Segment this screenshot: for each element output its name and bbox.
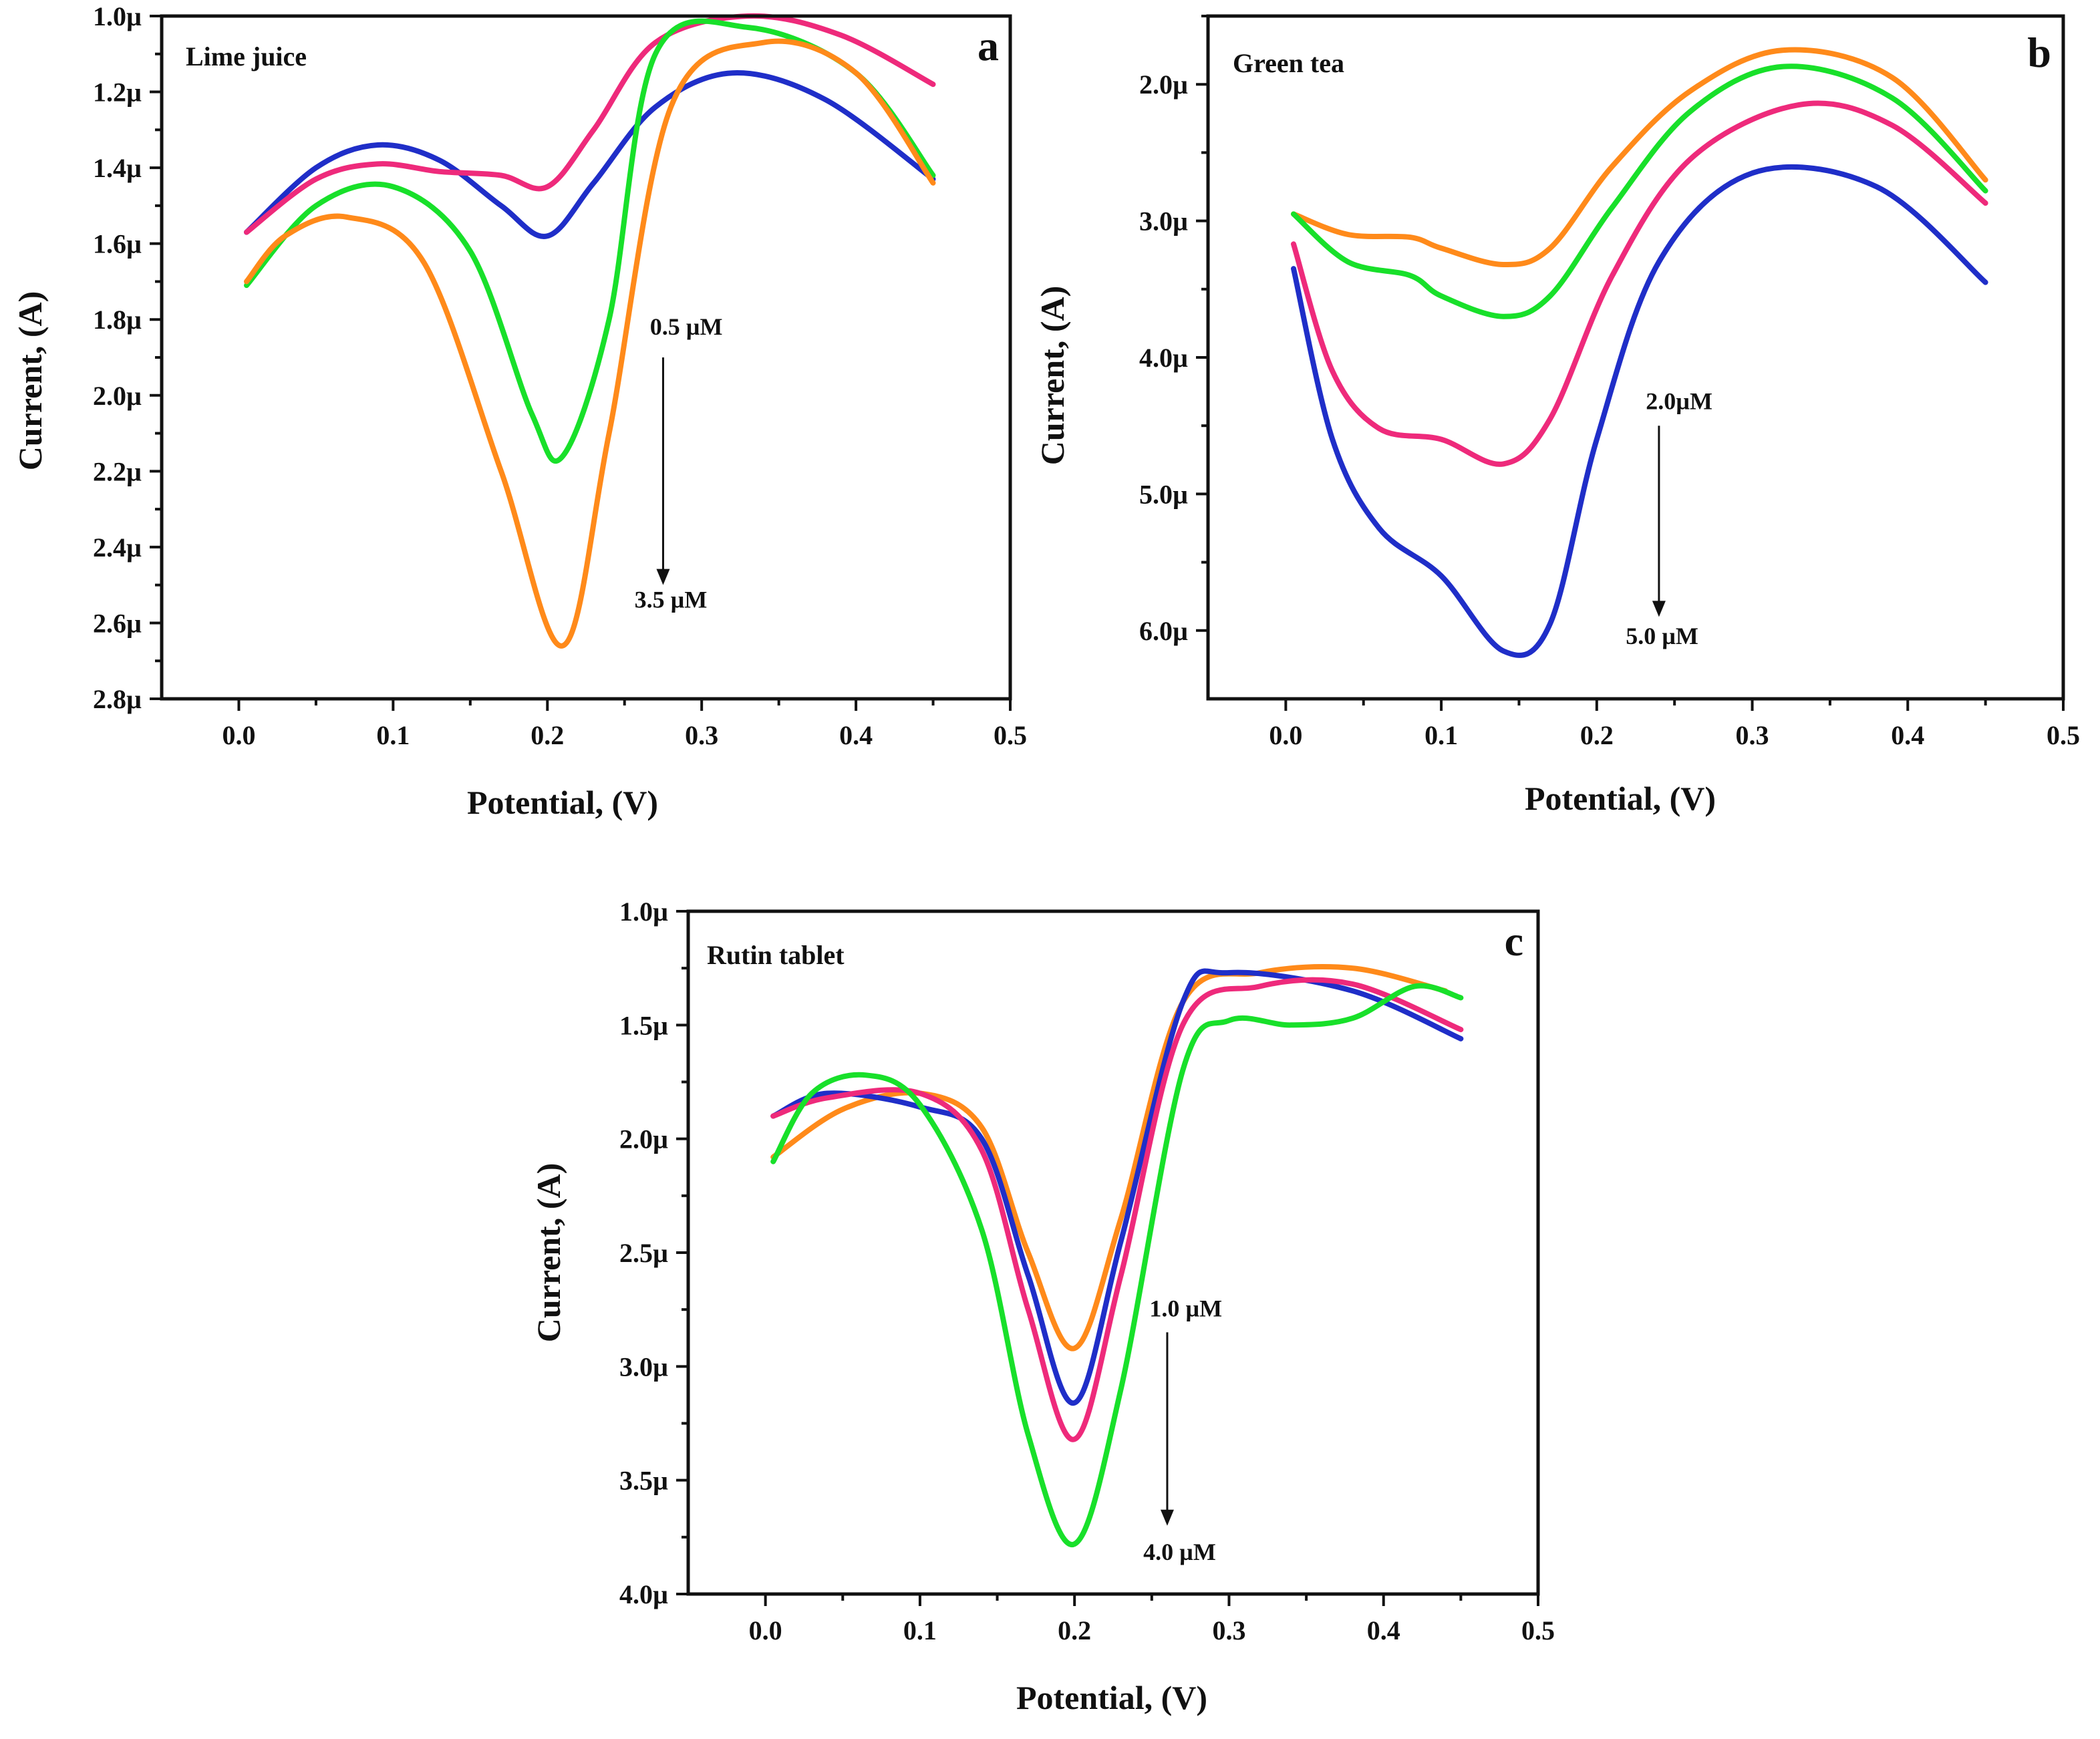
series-line-4 xyxy=(1291,164,1988,658)
annotation-start-concentration: 2.0µM xyxy=(1646,388,1712,415)
panel-label: a xyxy=(978,22,999,69)
y-tick-label: 4.0µ xyxy=(619,1579,668,1609)
series-line-2 xyxy=(1291,63,1988,319)
y-tick-label: 2.8µ xyxy=(93,684,142,714)
annotation-end-concentration: 3.5 µM xyxy=(635,587,708,613)
panel-subtitle: Rutin tablet xyxy=(707,940,845,970)
y-tick-label: 1.2µ xyxy=(93,77,142,108)
y-tick-label: 1.0µ xyxy=(619,897,668,927)
series-line-3 xyxy=(1291,100,1988,467)
panel-c: 0.0 0.1 0.2 0.3 0.4 0.5 1.0µ 1.5µ 2.0µ 2.5µ 3.0µ 3.… xyxy=(530,897,1555,1716)
panel-b: 0.0 0.1 0.2 0.3 0.4 0.5 2.0µ 3.0µ 4.0µ 5.0µ 6.0µ G… xyxy=(1034,14,2080,817)
y-axis-label: Current, (A) xyxy=(1034,286,1071,465)
y-tick-label: 2.4µ xyxy=(93,532,142,563)
panel-label: c xyxy=(1505,917,1523,965)
x-axis-label: Potential, (V) xyxy=(467,784,658,821)
x-tick-label: 0.0 xyxy=(749,1615,782,1645)
arrow-head xyxy=(1652,601,1666,617)
x-tick-label: 0.0 xyxy=(1269,720,1302,750)
y-tick-label: 3.5µ xyxy=(619,1466,668,1496)
y-tick-label: 3.0µ xyxy=(619,1352,668,1382)
y-tick-label: 1.4µ xyxy=(93,153,142,183)
arrow-head xyxy=(656,569,670,585)
arrow-head xyxy=(1160,1509,1174,1526)
x-tick-label: 0.1 xyxy=(376,720,410,750)
annotation-end-concentration: 5.0 µM xyxy=(1626,623,1698,649)
x-tick-label: 0.3 xyxy=(1212,1615,1245,1645)
y-tick-label: 2.2µ xyxy=(93,456,142,486)
y-tick-label: 2.5µ xyxy=(619,1238,668,1268)
x-tick-label: 0.3 xyxy=(1736,720,1769,750)
x-tick-label: 0.0 xyxy=(222,720,255,750)
panel-a: 0.0 0.1 0.2 0.3 0.4 0.5 1.0µ 1.2µ 1.4µ 1.6µ 1.8µ 2.… xyxy=(11,1,1027,821)
x-axis-label: Potential, (V) xyxy=(1016,1679,1207,1716)
series-line-3 xyxy=(770,977,1464,1442)
y-tick-label: 5.0µ xyxy=(1139,479,1188,509)
x-tick-label: 0.2 xyxy=(1058,1615,1091,1645)
y-axis-label: Current, (A) xyxy=(530,1163,567,1342)
x-tick-label: 0.4 xyxy=(1891,720,1924,750)
y-tick-label: 2.0µ xyxy=(619,1124,668,1154)
series-line-1 xyxy=(1291,47,1988,267)
y-tick-label: 2.0µ xyxy=(1139,69,1188,100)
panel-subtitle: Green tea xyxy=(1233,48,1344,78)
x-tick-label: 0.5 xyxy=(1521,1615,1555,1645)
series-line-2 xyxy=(244,13,936,235)
series-line-3 xyxy=(244,18,936,464)
x-tick-label: 0.1 xyxy=(1424,720,1458,750)
annotation-end-concentration: 4.0 µM xyxy=(1143,1539,1216,1565)
y-axis-label: Current, (A) xyxy=(11,291,49,470)
x-tick-label: 0.4 xyxy=(1367,1615,1400,1645)
panel-label: b xyxy=(2027,29,2051,76)
series-line-4 xyxy=(770,983,1464,1547)
x-tick-label: 0.3 xyxy=(685,720,718,750)
series-line-1 xyxy=(244,70,936,239)
y-tick-label: 1.0µ xyxy=(93,1,142,31)
x-tick-label: 0.1 xyxy=(903,1615,937,1645)
y-tick-label: 3.0µ xyxy=(1139,206,1188,236)
y-tick-label: 1.6µ xyxy=(93,229,142,259)
annotation-start-concentration: 1.0 µM xyxy=(1149,1295,1222,1321)
y-tick-label: 2.6µ xyxy=(93,608,142,638)
series-line-4 xyxy=(244,38,936,649)
annotation-start-concentration: 0.5 µM xyxy=(650,313,723,340)
y-tick-label: 4.0µ xyxy=(1139,343,1188,373)
x-tick-label: 0.5 xyxy=(2047,720,2080,750)
y-tick-label: 1.8µ xyxy=(93,305,142,335)
panel-subtitle: Lime juice xyxy=(186,41,307,71)
y-tick-label: 1.5µ xyxy=(619,1010,668,1040)
x-tick-label: 0.5 xyxy=(994,720,1027,750)
y-tick-label: 2.0µ xyxy=(93,381,142,411)
x-tick-label: 0.2 xyxy=(531,720,564,750)
x-axis-label: Potential, (V) xyxy=(1525,780,1716,817)
x-tick-label: 0.2 xyxy=(1580,720,1614,750)
x-tick-label: 0.4 xyxy=(839,720,873,750)
y-tick-label: 6.0µ xyxy=(1139,616,1188,646)
